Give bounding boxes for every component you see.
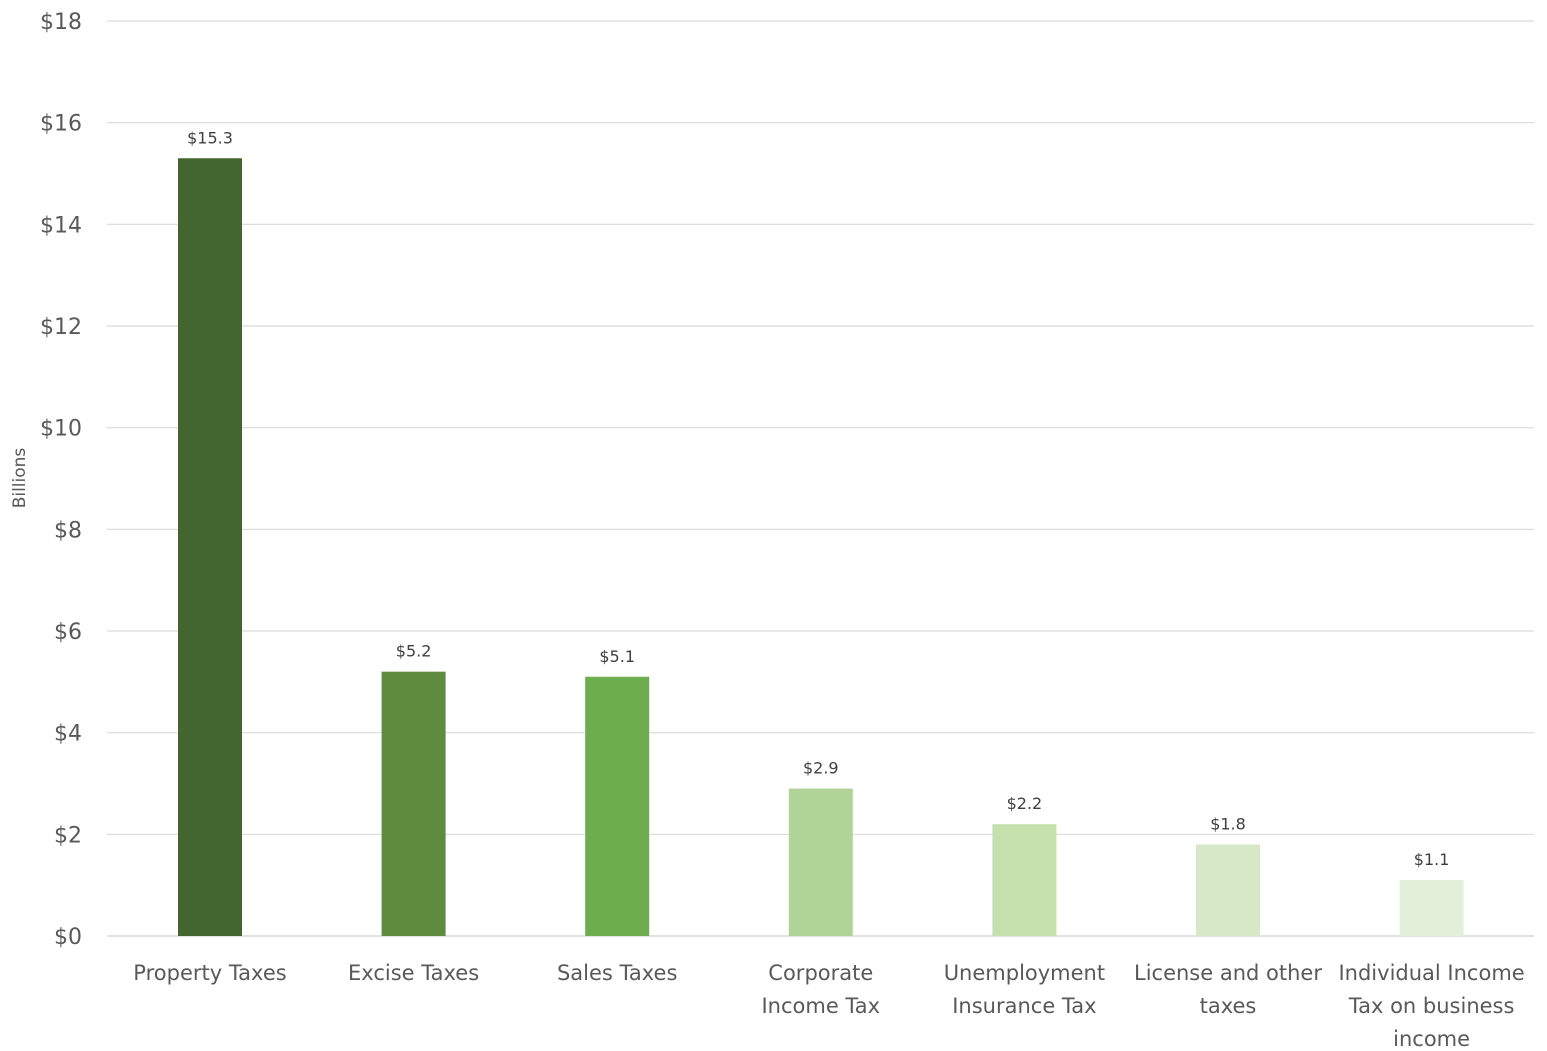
- bar: [788, 788, 853, 936]
- x-tick-label: Corporate Income Tax: [761, 961, 880, 1018]
- y-tick-label: $16: [40, 112, 82, 137]
- y-tick-label: $4: [54, 722, 82, 747]
- bar: [381, 671, 446, 936]
- y-tick-label: $0: [54, 925, 82, 950]
- y-tick-label: $10: [40, 417, 82, 442]
- bar: [992, 824, 1057, 936]
- x-tick-label: Property Taxes: [133, 961, 286, 985]
- x-tick-label: Unemployment Insurance Tax: [944, 961, 1105, 1018]
- y-tick-label: $2: [54, 823, 82, 848]
- data-label: $1.1: [1414, 850, 1450, 869]
- bar: [585, 676, 650, 936]
- data-label: $2.2: [1007, 794, 1043, 813]
- x-tick-label: Individual Income Tax on business income: [1338, 961, 1524, 1051]
- y-tick-label: $12: [40, 315, 82, 340]
- y-tick-label: $18: [40, 10, 82, 35]
- bar: [1196, 844, 1260, 936]
- data-label: $1.8: [1210, 815, 1246, 834]
- bar: [178, 158, 242, 936]
- data-labels: $15.3 $5.2 $5.1 $2.9 $2.2 $1.8 $1.1: [187, 128, 1449, 869]
- y-tick-label: $8: [54, 518, 82, 543]
- bar: [1399, 880, 1464, 936]
- data-label: $15.3: [187, 128, 233, 147]
- x-tick-label: Sales Taxes: [557, 961, 677, 985]
- x-tick-label: License and other taxes: [1134, 961, 1322, 1018]
- y-axis-ticks: $0 $2 $4 $6 $8 $10 $12 $14 $16 $18: [40, 10, 82, 950]
- y-tick-label: $14: [40, 213, 82, 238]
- y-tick-label: $6: [54, 620, 82, 645]
- x-axis-categories: Property Taxes Excise Taxes Sales Taxes Cor…: [133, 961, 1524, 1051]
- data-label: $5.2: [396, 642, 432, 661]
- bars: [178, 158, 1464, 936]
- y-axis-title: Billions: [10, 448, 30, 509]
- x-tick-label: Excise Taxes: [348, 961, 479, 985]
- gridlines: [107, 20, 1534, 937]
- data-label: $2.9: [803, 759, 839, 778]
- data-label: $5.1: [599, 647, 635, 666]
